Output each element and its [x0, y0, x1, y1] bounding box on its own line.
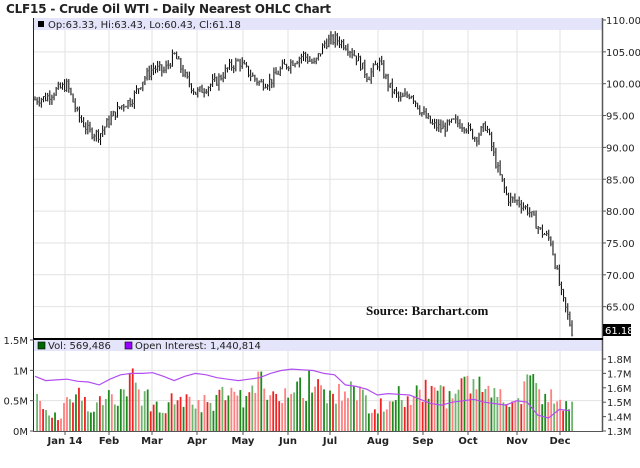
volume-legend-text: Vol: 569,486: [48, 341, 111, 352]
oi-tick-label: 1.5M: [607, 398, 632, 409]
price-legend-band: [34, 18, 602, 30]
price-tick-label: 65.00: [606, 303, 635, 314]
price-tick-label: 90.00: [606, 143, 635, 154]
oi-tick-label: 1.3M: [607, 427, 632, 438]
price-tick-label: 85.00: [606, 175, 635, 186]
month-label: Sep: [412, 436, 433, 447]
oi-tick-label: 1.6M: [607, 384, 632, 395]
month-label: Nov: [506, 436, 528, 447]
month-label: Feb: [99, 436, 119, 447]
price-tick-label: 100.00: [606, 80, 640, 91]
price-tick-label: 95.00: [606, 112, 635, 123]
price-tick-label: 110.00: [606, 16, 640, 27]
volume-legend-band: [34, 340, 602, 351]
oi-legend-text: Open Interest: 1,440,814: [135, 341, 261, 352]
last-price-text: 61.18: [605, 326, 634, 337]
month-label: Aug: [367, 436, 389, 447]
oi-tick-label: 1.4M: [607, 413, 632, 424]
oi-tick-label: 1.7M: [607, 369, 632, 380]
oi-axis-right: 1.8M 1.7M 1.6M 1.5M 1.4M 1.3M: [602, 355, 632, 438]
volume-bars: [36, 368, 573, 431]
month-label: Mar: [141, 436, 163, 447]
price-ohlc-bars: [33, 31, 574, 337]
price-tick-label: 80.00: [606, 207, 635, 218]
price-legend-text: Op:63.33, Hi:63.43, Lo:60.43, Cl:61.18: [48, 20, 241, 31]
month-label: Jul: [322, 436, 337, 447]
price-tick-label: 75.00: [606, 239, 635, 250]
volume-axis-left: 1.5M 1M 0.5M 0M: [3, 336, 34, 438]
month-label: Oct: [458, 436, 477, 447]
source-label: Source: Barchart.com: [366, 303, 488, 318]
oi-tick-label: 1.8M: [607, 355, 632, 366]
price-legend-swatch: [38, 21, 44, 27]
open-interest-line: [34, 368, 571, 419]
volume-tick-label: 0.5M: [3, 397, 28, 408]
volume-tick-label: 0M: [13, 427, 28, 438]
volume-legend-swatch: [37, 341, 46, 350]
price-axis: 110.00 105.00 100.00 95.00 90.00 85.00 80.00 75…: [602, 16, 640, 314]
price-tick-label: 105.00: [606, 48, 640, 59]
price-panel: [33, 18, 602, 338]
month-axis: Jan 14 Feb Mar Apr May Jun Jul Aug Sep Oct Nov Dec: [47, 431, 571, 447]
month-label: Jun: [278, 436, 297, 447]
month-label: May: [232, 436, 255, 447]
month-label: Jan 14: [47, 436, 83, 447]
price-tick-label: 70.00: [606, 271, 635, 282]
volume-tick-label: 1M: [13, 366, 28, 377]
month-label: Dec: [549, 436, 570, 447]
last-price-badge: [603, 324, 631, 336]
oi-legend-swatch: [124, 341, 133, 350]
month-label: Apr: [187, 436, 207, 447]
volume-tick-label: 1.5M: [3, 336, 28, 347]
chart-title: CLF15 - Crude Oil WTI - Daily Nearest OH…: [6, 2, 331, 16]
price-gridlines: [34, 18, 602, 338]
